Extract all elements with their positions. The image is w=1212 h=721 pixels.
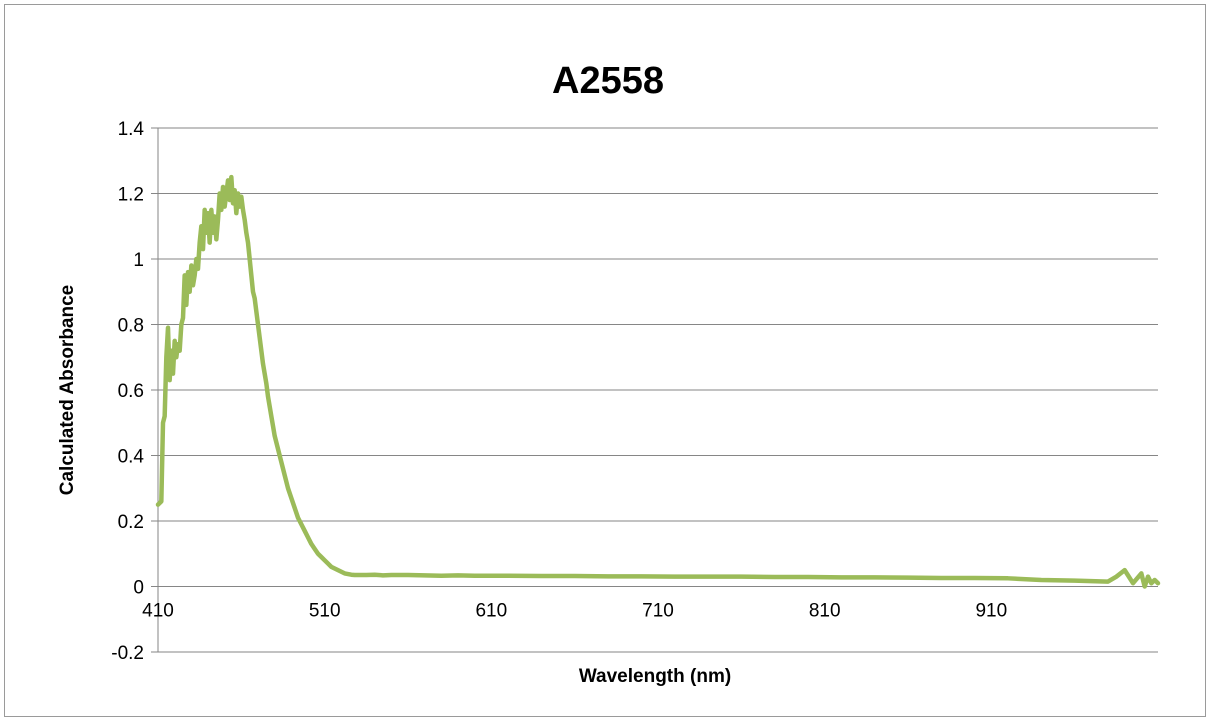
x-tick-label: 410 (142, 601, 174, 622)
axes (151, 127, 1158, 653)
chart-frame (4, 4, 1206, 717)
series-line (155, 174, 1161, 589)
y-tick-label: 1.4 (118, 119, 145, 140)
y-tick-label: -0.2 (111, 643, 144, 664)
y-tick-label: 0.6 (118, 381, 144, 402)
x-tick-labels: 410 510 610 710 810 910 (142, 601, 1007, 622)
chart-title: A2558 (552, 60, 664, 102)
y-tick-labels: 1.4 1.2 1 0.8 0.6 0.4 0.2 0 -0.2 (111, 119, 144, 664)
gridlines (158, 127, 1158, 653)
x-tick-label: 710 (642, 601, 674, 622)
y-tick-label: 1 (133, 250, 144, 271)
x-tick-label: 810 (809, 601, 841, 622)
x-axis-label: Wavelength (nm) (579, 666, 731, 687)
x-tick-label: 610 (475, 601, 507, 622)
y-axis-label: Calculated Absorbance (57, 285, 78, 495)
y-tick-label: 0 (133, 578, 144, 599)
y-tick-label: 0.2 (118, 512, 144, 533)
x-tick-label: 910 (975, 601, 1007, 622)
y-tick-label: 0.4 (118, 447, 145, 468)
y-tick-label: 0.8 (118, 316, 144, 337)
series-layer (155, 174, 1161, 589)
x-tick-label: 510 (309, 601, 341, 622)
y-tick-label: 1.2 (118, 185, 144, 206)
